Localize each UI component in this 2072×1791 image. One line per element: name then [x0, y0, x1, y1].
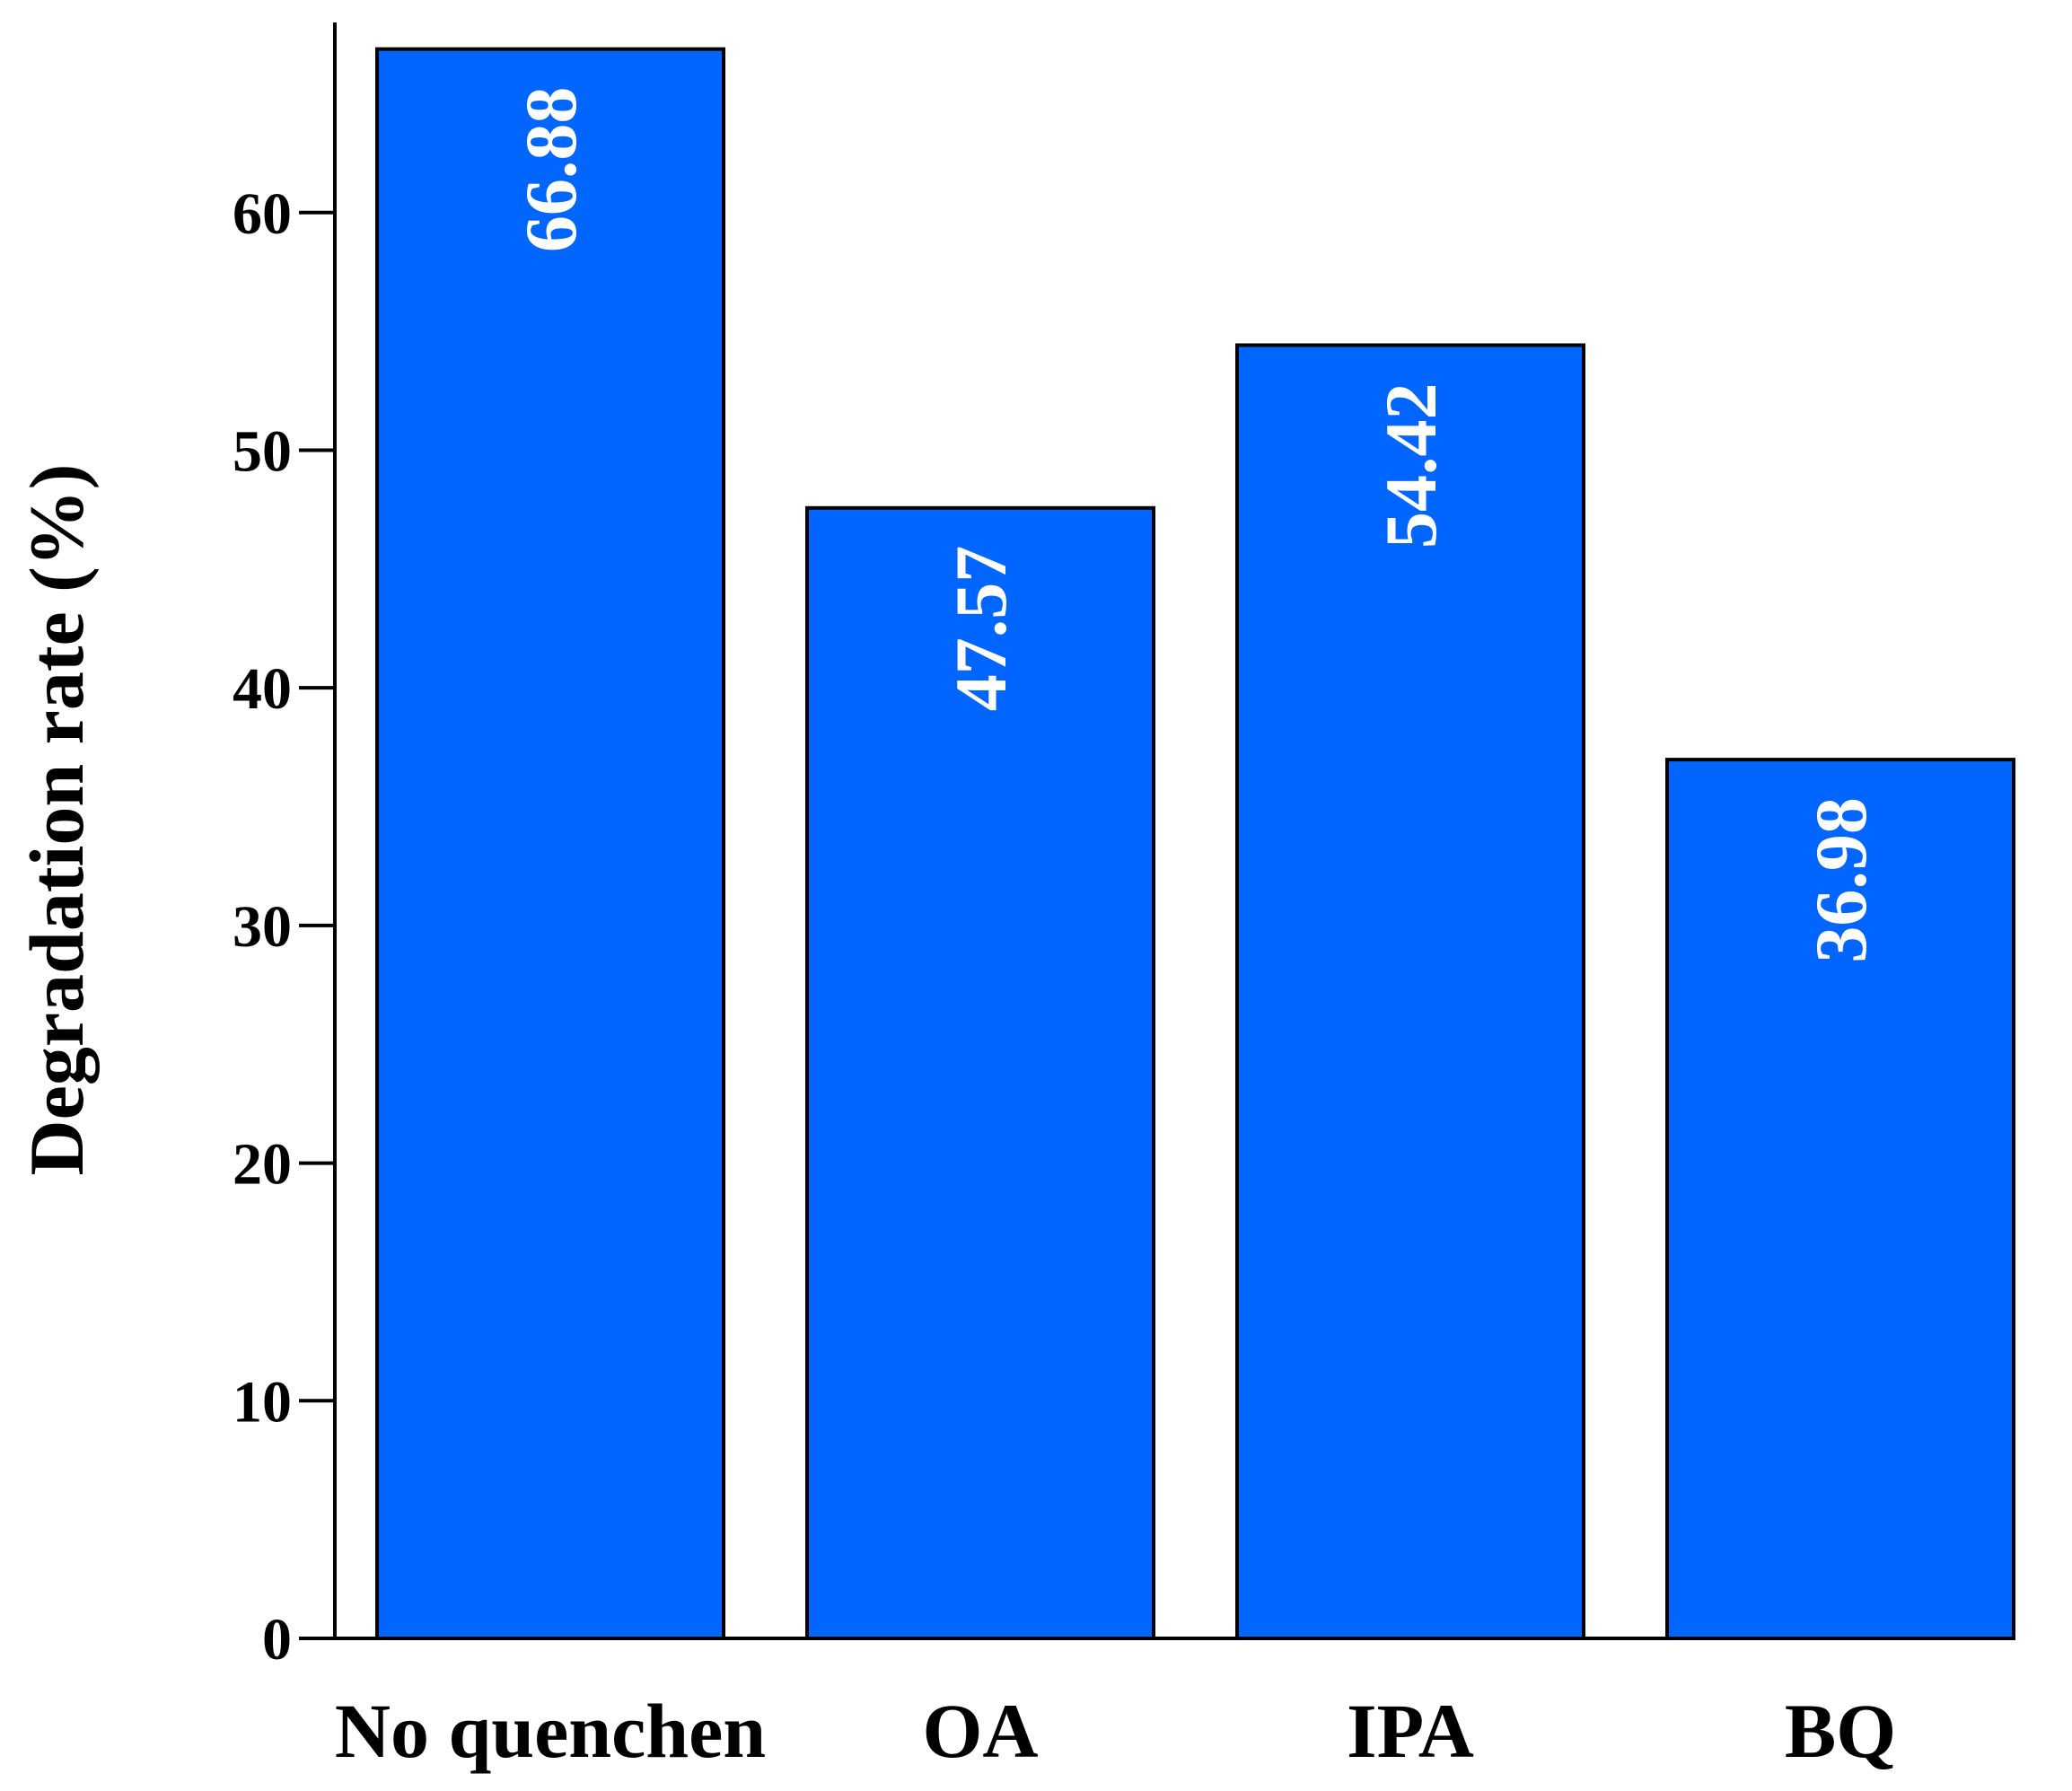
bar: [1235, 343, 1585, 1640]
bar-value-label: 54.42: [1370, 382, 1452, 549]
data-labels: 66.88 47.57 54.42 36.98: [510, 87, 1882, 963]
bar: [1665, 758, 2015, 1640]
y-tick-label: 50: [233, 418, 292, 484]
bar-value-label: 36.98: [1800, 797, 1882, 963]
x-category-labels: No quenchen OA IPA BQ: [335, 1688, 1896, 1774]
x-category-label: No quenchen: [335, 1688, 766, 1774]
y-tick-label: 20: [233, 1132, 292, 1198]
x-category-label: BQ: [1785, 1688, 1896, 1774]
bar: [375, 47, 725, 1640]
y-tick-label: 60: [233, 181, 292, 247]
bars-layer: [375, 47, 2015, 1641]
y-axis-title: Degradation rate (%): [13, 464, 100, 1176]
bar: [805, 505, 1155, 1641]
y-tick-label: 0: [262, 1607, 292, 1672]
x-category-label: IPA: [1347, 1688, 1474, 1774]
bar-value-label: 66.88: [510, 87, 592, 253]
y-tick-label: 10: [233, 1369, 292, 1435]
y-tick-label: 40: [233, 656, 292, 722]
axes-layer: [333, 22, 2015, 1640]
y-tick-label: 30: [233, 894, 292, 960]
x-category-label: OA: [923, 1688, 1039, 1774]
y-ticks: 0 10 20 30 40 50 60: [233, 181, 335, 1672]
bar-value-label: 47.57: [940, 546, 1022, 712]
